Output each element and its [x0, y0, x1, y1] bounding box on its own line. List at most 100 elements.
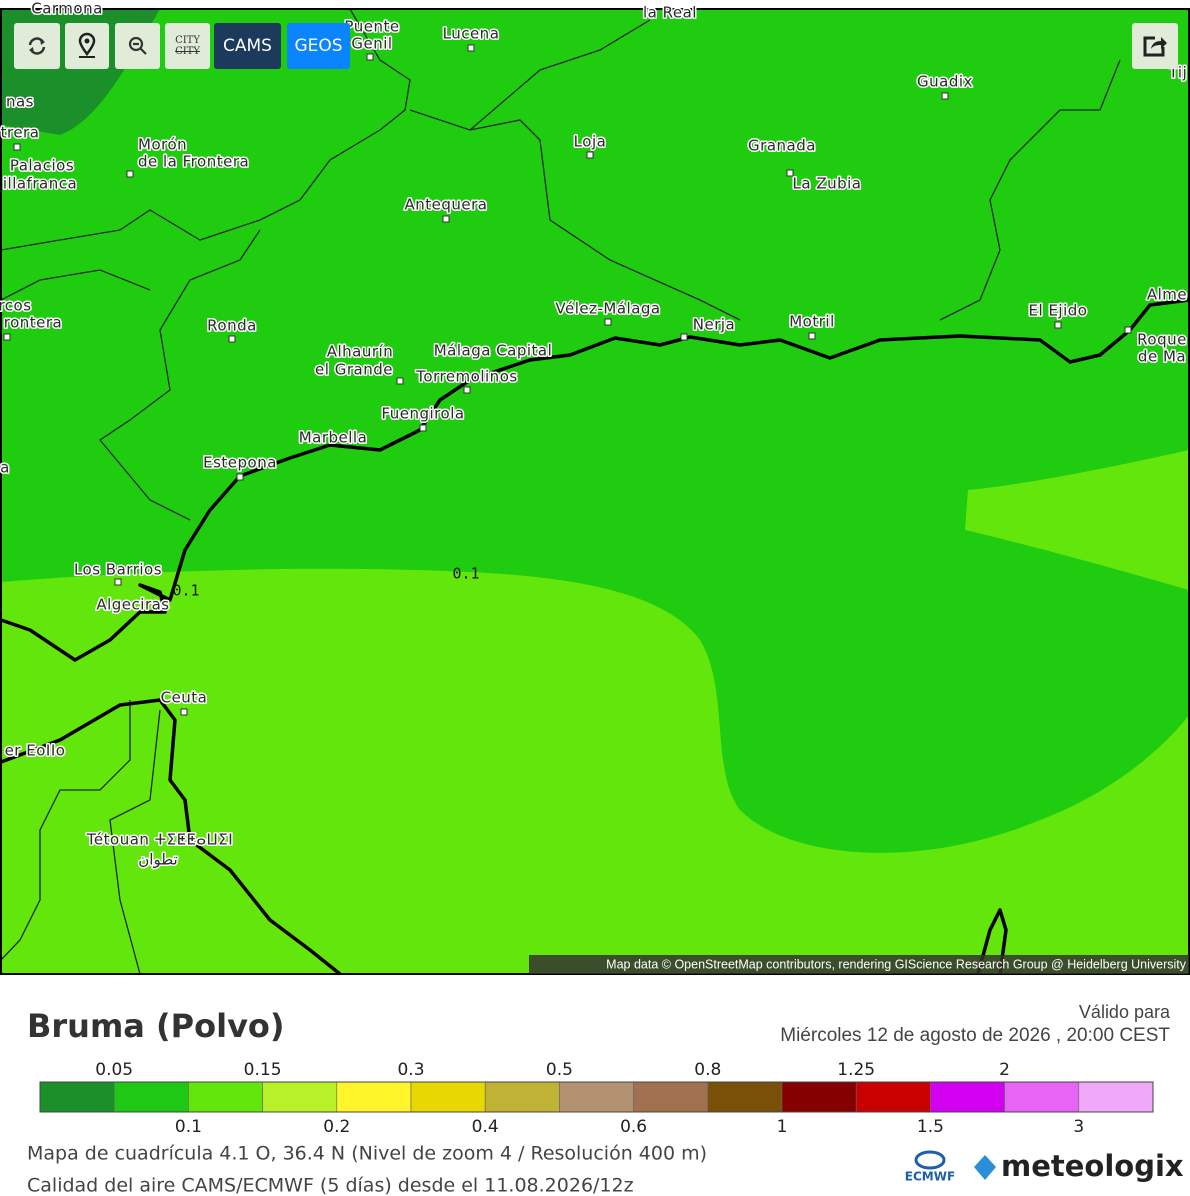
place-label: Puente — [344, 18, 399, 36]
valid-label: Válido para — [1079, 1002, 1171, 1022]
region-mid — [965, 450, 1189, 590]
refresh-icon — [28, 37, 46, 55]
legend-tick-label: 3 — [1073, 1117, 1084, 1137]
place-label: el Grande — [315, 361, 393, 379]
place-label: illafranca — [3, 175, 77, 193]
place-marker — [396, 377, 404, 385]
place-label: Antequera — [405, 196, 488, 214]
info-line: Calidad del aire CAMS/ECMWF (5 días) des… — [27, 1175, 634, 1196]
attribution-bg — [529, 955, 1189, 974]
valid-time: Miércoles 12 de agosto de 2026 , 20:00 C… — [780, 1025, 1170, 1046]
zoom-icon — [128, 36, 147, 55]
place-marker — [228, 335, 236, 343]
place-marker — [1124, 326, 1132, 334]
place-label: Ronda — [207, 317, 257, 335]
contour-label: 0.1 — [172, 582, 199, 600]
place-label: de la Frontera — [138, 153, 249, 171]
place-label: El Ejido — [1029, 302, 1088, 320]
place-marker — [236, 473, 244, 481]
legend-swatch — [39, 1081, 115, 1113]
legend-swatch — [855, 1081, 931, 1113]
place-marker — [442, 215, 450, 223]
legend-tick-label: 0.05 — [95, 1060, 133, 1080]
legend-tick-label: 0.2 — [323, 1117, 350, 1137]
legend-swatch — [559, 1081, 634, 1113]
place-marker — [180, 708, 188, 716]
legend-tick-label: 0.4 — [472, 1117, 499, 1137]
refresh-button[interactable] — [14, 23, 60, 69]
info-line: Mapa de cuadrícula 4.1 O, 36.4 N (Nivel … — [27, 1143, 707, 1165]
legend-swatch — [1004, 1081, 1080, 1113]
ecmwf-text: ECMWF — [905, 1170, 955, 1184]
coastline — [0, 298, 1190, 976]
brand-icon — [974, 1155, 996, 1180]
region-mid — [1, 568, 1189, 974]
place-label: rcos — [0, 297, 32, 315]
legend-tick-label: 1.5 — [917, 1117, 944, 1137]
geos-button[interactable]: GEOS — [287, 23, 350, 69]
place-label: Estepona — [203, 454, 277, 472]
cams-button[interactable]: CAMS — [214, 23, 281, 69]
legend-tick-label: 0.3 — [397, 1060, 424, 1080]
place-marker — [680, 333, 688, 341]
brand: meteologix — [1001, 1149, 1184, 1183]
place-label: تطوان — [138, 851, 177, 869]
place-label: Los Barrios — [74, 561, 162, 579]
place-label: Marbella — [299, 429, 368, 447]
legend-swatch — [484, 1081, 560, 1113]
place-marker — [786, 169, 794, 177]
city-label: CITY — [175, 35, 200, 46]
place-label: Palacios — [10, 157, 74, 175]
place-label: Granada — [748, 137, 816, 155]
place-label: Alme — [1147, 286, 1187, 304]
place-marker — [126, 170, 134, 178]
place-label: de Ma — [1138, 348, 1186, 366]
place-label: La Zubia — [793, 175, 862, 193]
legend-swatch — [336, 1081, 412, 1113]
legend-tick-label: 0.6 — [620, 1117, 647, 1137]
legend-swatch — [188, 1081, 263, 1113]
contour-label: 0.1 — [452, 565, 479, 583]
share-icon — [1143, 36, 1167, 57]
legend-tick-label: 2 — [999, 1060, 1010, 1080]
place-label: Málaga Capital — [434, 342, 553, 360]
place-label: la Real — [643, 4, 697, 22]
place-label: Guadix — [917, 73, 973, 91]
legend-swatch — [262, 1081, 338, 1113]
legend-title: Bruma (Polvo) — [27, 1007, 285, 1045]
place-marker — [114, 578, 122, 586]
place-label: Algeciras — [96, 596, 169, 614]
place-label: Roque — [1137, 331, 1187, 349]
place-label: Genil — [351, 35, 392, 53]
place-label: trera — [1, 124, 40, 142]
legend-swatch — [1078, 1081, 1154, 1113]
location-icon — [78, 32, 96, 58]
legend-swatch — [707, 1081, 783, 1113]
place-marker — [3, 333, 11, 341]
legend-tick-label: 0.5 — [546, 1060, 573, 1080]
place-marker — [463, 386, 471, 394]
location-button[interactable] — [65, 23, 109, 69]
place-marker — [1054, 321, 1062, 329]
place-label: Loja — [574, 133, 607, 151]
legend-tick-label: 0.8 — [694, 1060, 721, 1080]
place-marker — [586, 151, 594, 159]
legend-tick-label: 1.25 — [837, 1060, 875, 1080]
legend-swatch — [930, 1081, 1005, 1113]
zoom-button[interactable] — [115, 23, 160, 69]
place-label: Fuengirola — [381, 405, 464, 423]
place-label: Motril — [789, 313, 835, 331]
attribution: Map data © OpenStreetMap contributors, r… — [606, 957, 1187, 971]
place-marker — [941, 92, 949, 100]
legend-tick-label: 0.15 — [244, 1060, 282, 1080]
place-marker — [13, 143, 21, 151]
place-marker — [467, 44, 475, 52]
city-button[interactable]: CITY CITY — [165, 23, 210, 69]
place-label: Lucena — [443, 25, 500, 43]
share-button[interactable] — [1132, 23, 1178, 69]
legend-swatch — [113, 1081, 189, 1113]
place-label: rontera — [4, 314, 63, 332]
legend-swatch — [781, 1081, 857, 1113]
